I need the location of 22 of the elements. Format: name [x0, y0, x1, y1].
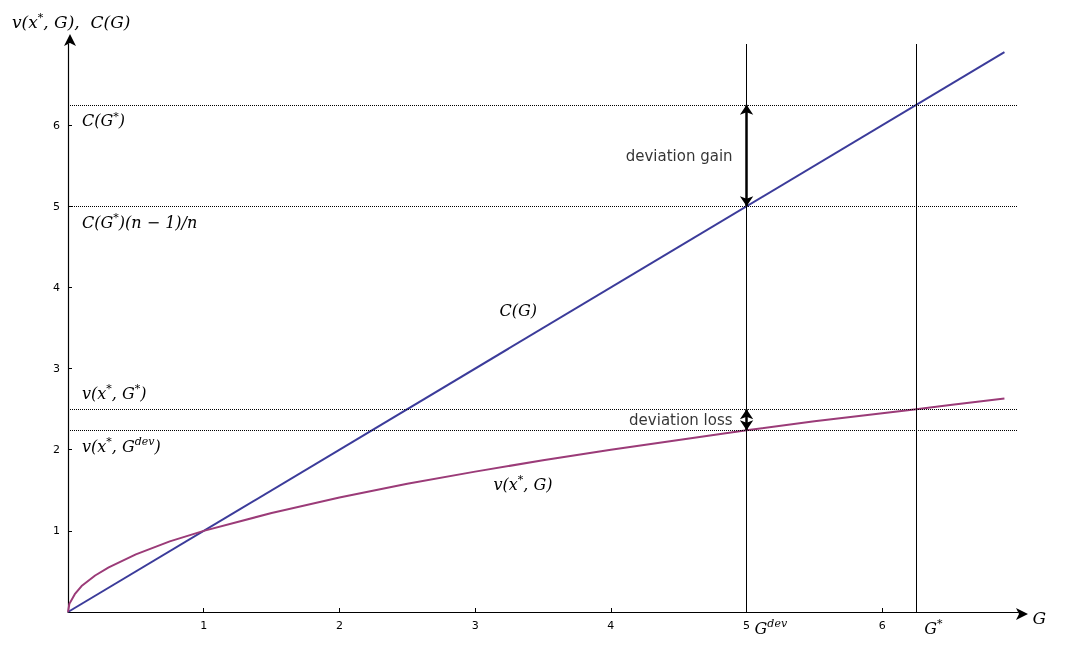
y-tick-label: 3: [53, 362, 60, 376]
x-tick-label: 2: [335, 619, 343, 632]
annotation: deviation loss: [629, 410, 733, 429]
x-axis-title: G: [1032, 607, 1047, 628]
series-label: C(G): [499, 300, 537, 320]
x-tick-label: 3: [471, 619, 479, 632]
ref-line-label: C(G*): [82, 109, 126, 131]
y-axis-title: v(x*, G), C(G): [12, 11, 131, 32]
y-tick-label: 2: [53, 443, 60, 457]
ref-line-label: v(x*, G*): [82, 382, 147, 403]
annotation: deviation gain: [625, 146, 733, 165]
x-tick-label: 4: [607, 619, 615, 632]
x-tick-label: 6: [878, 619, 886, 632]
x-tick-label: 1: [200, 619, 208, 632]
x-tick-label: 5: [743, 619, 751, 632]
y-tick-label: 1: [53, 524, 60, 538]
y-tick-label: 5: [53, 199, 60, 213]
y-tick-label: 6: [53, 118, 60, 132]
series-label: v(x*, G): [493, 473, 553, 494]
y-tick-label: 4: [53, 280, 60, 294]
ref-line-label: C(G*)(n − 1)/n: [82, 211, 198, 232]
ref-line-label: G*: [924, 617, 943, 638]
